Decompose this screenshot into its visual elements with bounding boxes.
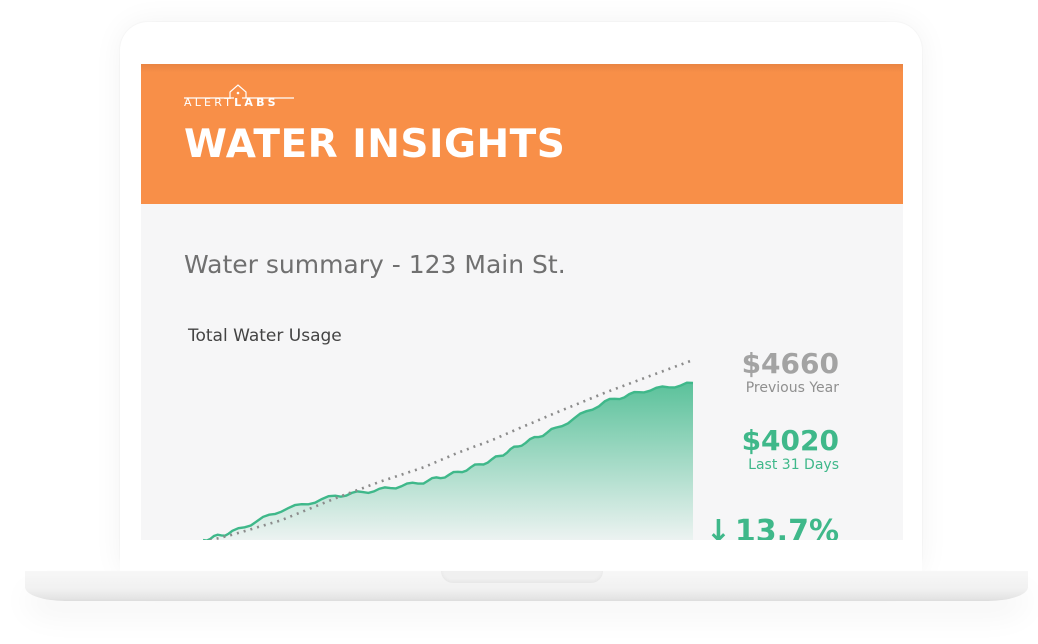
page-title: WATER INSIGHTS	[184, 122, 566, 167]
current-usage-area	[203, 381, 694, 540]
change-stat: ↓ 13.7%	[705, 514, 839, 541]
usage-chart	[203, 358, 694, 540]
last-31-days-stat: $4020 Last 31 Days	[742, 426, 839, 474]
summary-heading: Water summary - 123 Main St.	[184, 250, 566, 279]
house-icon	[184, 84, 294, 99]
header-banner: ALERTLABS WATER INSIGHTS	[141, 64, 903, 204]
previous-year-label: Previous Year	[745, 380, 839, 396]
arrow-down-icon: ↓	[705, 514, 731, 541]
chart-title: Total Water Usage	[188, 326, 342, 346]
last-31-days-value: $4020	[741, 424, 839, 457]
screen: ALERTLABS WATER INSIGHTS Water summary -…	[141, 64, 903, 540]
previous-year-stat: $4660 Previous Year	[742, 349, 839, 397]
last-31-days-label: Last 31 Days	[748, 457, 839, 473]
previous-year-value: $4660	[741, 347, 839, 380]
change-value: 13.7%	[734, 514, 839, 541]
laptop-notch	[441, 571, 603, 583]
brand-logo: ALERTLABS	[184, 96, 279, 109]
laptop-bezel-bottom	[120, 540, 922, 571]
